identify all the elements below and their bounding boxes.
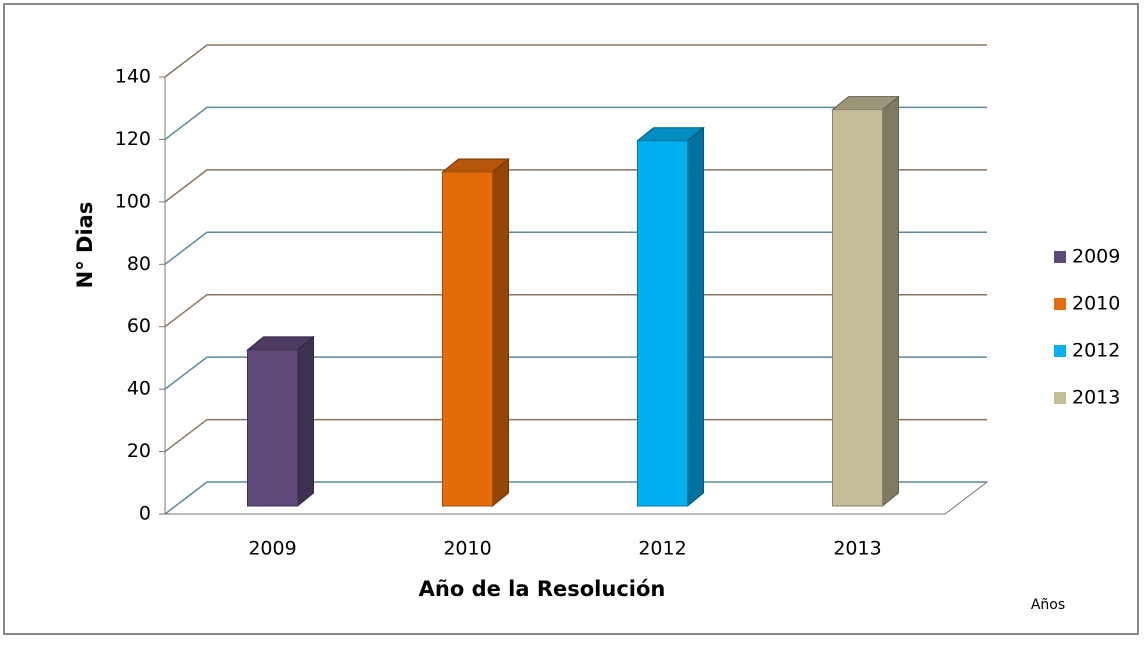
grid-line bbox=[164, 481, 987, 515]
bar bbox=[637, 140, 688, 507]
bar bbox=[832, 109, 883, 507]
legend-label: 2010 bbox=[1072, 293, 1120, 315]
y-tick-label: 80 bbox=[127, 253, 151, 275]
legend-swatch bbox=[1054, 298, 1066, 310]
y-tick-label: 100 bbox=[115, 190, 151, 212]
grid-line bbox=[164, 293, 987, 328]
grid-line bbox=[164, 106, 987, 141]
x-tick-label: 2012 bbox=[638, 538, 686, 560]
bar bbox=[247, 349, 298, 507]
legend-label: 2012 bbox=[1072, 340, 1120, 362]
y-axis-title: N° Dias bbox=[73, 202, 97, 289]
note: Años bbox=[1031, 597, 1065, 613]
y-tick-label: 0 bbox=[139, 503, 151, 525]
legend-label: 2009 bbox=[1072, 246, 1120, 268]
x-axis-title: Año de la Resolución bbox=[419, 577, 666, 601]
y-tick-label: 60 bbox=[127, 315, 151, 337]
bar-side bbox=[882, 95, 899, 508]
x-tick-label: 2009 bbox=[248, 538, 296, 560]
grid-line bbox=[164, 356, 987, 390]
grid-line bbox=[164, 418, 987, 453]
y-tick-label: 120 bbox=[115, 128, 151, 150]
y-tick-label: 40 bbox=[127, 378, 151, 400]
x-tick-label: 2010 bbox=[443, 538, 491, 560]
legend-swatch bbox=[1054, 392, 1066, 404]
grid-line bbox=[164, 231, 987, 265]
y-tick-label: 20 bbox=[127, 440, 151, 462]
bar-side bbox=[297, 335, 314, 508]
bar-side bbox=[687, 126, 704, 508]
grid-line bbox=[164, 44, 987, 78]
grid-line bbox=[164, 169, 987, 203]
legend-label: 2013 bbox=[1072, 387, 1120, 409]
y-tick-label: 140 bbox=[115, 66, 151, 88]
bar bbox=[442, 171, 493, 507]
chart-border bbox=[3, 3, 1139, 635]
bar-side bbox=[492, 157, 509, 508]
legend-swatch bbox=[1054, 345, 1066, 357]
x-tick-label: 2013 bbox=[833, 538, 881, 560]
legend-swatch bbox=[1054, 251, 1066, 263]
